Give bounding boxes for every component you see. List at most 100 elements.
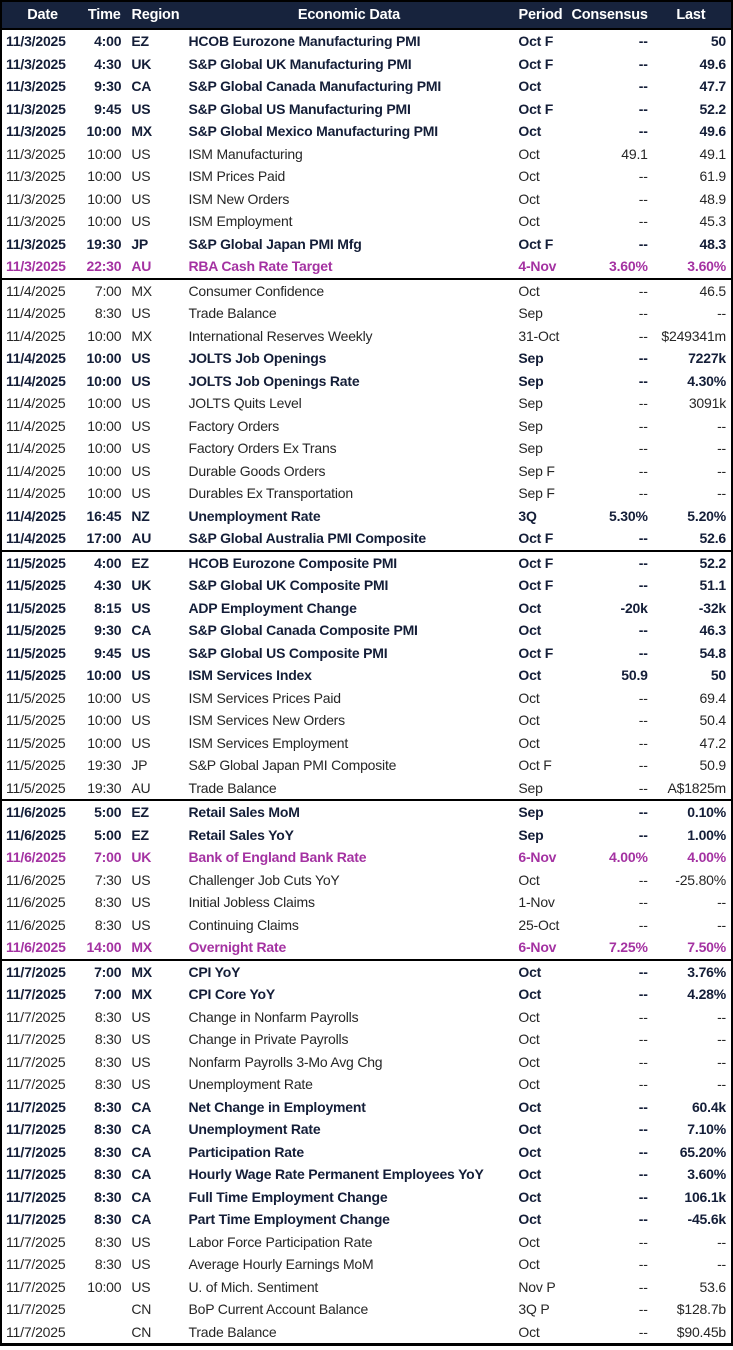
cell-consensus: -- [568,347,651,370]
cell-event: HCOB Eurozone Manufacturing PMI [185,29,513,53]
table-row: 11/3/2025 9:30 CA S&P Global Canada Manufac… [1,75,732,98]
table-row: 11/7/2025 8:30 CA Hourly Wage Rate Permanen… [1,1163,732,1186]
table-row: 11/5/2025 10:00 US ISM Services New Orders O… [1,709,732,732]
cell-event: ISM Services New Orders [185,709,513,732]
cell-date: 11/7/2025 [1,1208,84,1231]
cell-last: 49.1 [650,142,732,165]
cell-region: MX [125,958,186,983]
cell-consensus: -- [568,1253,651,1276]
cell-consensus: -- [568,52,651,75]
cell-last: -- [650,913,732,936]
cell-event: ISM Prices Paid [185,165,513,188]
cell-date: 11/4/2025 [1,392,84,415]
cell-region: EZ [125,823,186,846]
cell-time: 16:45 [83,504,126,527]
cell-last: 48.3 [650,232,732,255]
cell-last: 52.6 [650,527,732,551]
cell-consensus: -- [568,120,651,143]
cell-time: 8:30 [83,1050,126,1073]
cell-last: -- [650,302,732,325]
cell-region: US [125,187,186,210]
cell-consensus: -- [568,1073,651,1096]
cell-period: Oct F [512,527,569,551]
table-row: 11/4/2025 10:00 US Factory Orders Ex Trans S… [1,437,732,460]
cell-period: Oct F [512,29,569,53]
cell-region: US [125,142,186,165]
cell-last: -- [650,414,732,437]
cell-event: Initial Jobless Claims [185,891,513,914]
cell-time: 7:00 [83,958,126,983]
table-row: 11/7/2025 CN Trade Balance Oct -- $90.45b [1,1320,732,1345]
cell-last: 47.7 [650,75,732,98]
cell-date: 11/6/2025 [1,823,84,846]
cell-period: Sep [512,776,569,800]
cell-region: US [125,482,186,505]
cell-time: 10:00 [83,120,126,143]
cell-period: Oct F [512,52,569,75]
cell-time: 19:30 [83,232,126,255]
cell-region: NZ [125,504,186,527]
cell-region: AU [125,776,186,800]
cell-consensus: -- [568,1320,651,1345]
table-row: 11/5/2025 19:30 AU Trade Balance Sep -- A$1825… [1,776,732,800]
cell-time: 8:30 [83,302,126,325]
cell-period: Oct [512,619,569,642]
cell-event: Full Time Employment Change [185,1185,513,1208]
cell-consensus: -- [568,277,651,302]
cell-region: AU [125,255,186,279]
cell-time: 10:00 [83,709,126,732]
cell-consensus: -- [568,574,651,597]
cell-last: -- [650,1073,732,1096]
cell-region: CA [125,619,186,642]
cell-consensus: -- [568,891,651,914]
table-row: 11/4/2025 10:00 US JOLTS Quits Level Sep -- 30… [1,392,732,415]
table-row: 11/5/2025 10:00 US ISM Services Employment O… [1,731,732,754]
cell-event: Nonfarm Payrolls 3-Mo Avg Chg [185,1050,513,1073]
cell-period: Oct [512,731,569,754]
cell-event: Retail Sales YoY [185,823,513,846]
cell-time: 9:30 [83,619,126,642]
cell-date: 11/3/2025 [1,165,84,188]
cell-region: MX [125,120,186,143]
cell-period: Oct F [512,641,569,664]
cell-time: 4:00 [83,29,126,53]
cell-period: Oct [512,1320,569,1345]
cell-last: 3.60% [650,1163,732,1186]
cell-date: 11/4/2025 [1,437,84,460]
cell-region: US [125,641,186,664]
cell-last: 61.9 [650,165,732,188]
cell-time [83,1298,126,1321]
table-row: 11/7/2025 8:30 US Average Hourly Earnings M… [1,1253,732,1276]
cell-last: 54.8 [650,641,732,664]
cell-last: 106.1k [650,1185,732,1208]
cell-time: 8:30 [83,1005,126,1028]
cell-period: 25-Oct [512,913,569,936]
cell-period: Oct [512,1118,569,1141]
cell-consensus: -- [568,958,651,983]
cell-date: 11/3/2025 [1,120,84,143]
table-row: 11/4/2025 10:00 US JOLTS Job Openings Sep -- 7… [1,347,732,370]
cell-period: Oct [512,1005,569,1028]
table-row: 11/6/2025 5:00 EZ Retail Sales YoY Sep -- 1.00… [1,823,732,846]
cell-consensus: -- [568,913,651,936]
cell-date: 11/7/2025 [1,1230,84,1253]
cell-region: MX [125,324,186,347]
cell-region: JP [125,232,186,255]
cell-last: 3.76% [650,958,732,983]
cell-consensus: -- [568,437,651,460]
cell-event: ISM New Orders [185,187,513,210]
cell-time: 10:00 [83,210,126,233]
cell-consensus: -- [568,165,651,188]
cell-last: 49.6 [650,120,732,143]
cell-consensus: -- [568,1050,651,1073]
cell-date: 11/7/2025 [1,1320,84,1345]
cell-consensus: 3.60% [568,255,651,279]
cell-region: MX [125,277,186,302]
column-header-last: Last [650,1,732,30]
cell-period: Oct [512,1050,569,1073]
cell-period: Sep [512,369,569,392]
cell-event: Trade Balance [185,776,513,800]
cell-date: 11/3/2025 [1,75,84,98]
cell-last: 7.10% [650,1118,732,1141]
table-row: 11/6/2025 8:30 US Continuing Claims 25-Oct --… [1,913,732,936]
